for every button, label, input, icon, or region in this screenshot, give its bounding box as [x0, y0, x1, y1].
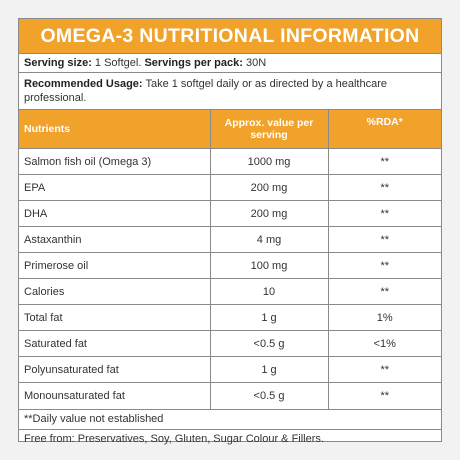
nutrient-name: Primerose oil — [19, 252, 210, 279]
serving-size-value: 1 Softgel. — [94, 57, 142, 69]
nutrient-name: Saturated fat — [19, 330, 210, 357]
table-row: Polyunsaturated fat 1 g ** — [19, 356, 441, 383]
nutrient-name: Astaxanthin — [19, 226, 210, 253]
nutrient-name: Calories — [19, 278, 210, 305]
usage-label: Recommended Usage: — [24, 78, 143, 90]
table-row: EPA 200 mg ** — [19, 174, 441, 201]
nutrient-rda: ** — [327, 356, 441, 383]
table-row: Astaxanthin 4 mg ** — [19, 226, 441, 253]
nutrient-amount: <0.5 g — [209, 330, 328, 357]
nutrient-name: Polyunsaturated fat — [19, 356, 210, 383]
nutrient-amount: 1000 mg — [209, 148, 328, 175]
nutrient-amount: 10 — [209, 278, 328, 305]
footnote: **Daily value not established — [19, 408, 441, 429]
nutrient-rda: ** — [327, 174, 441, 201]
serving-size-label: Serving size: — [24, 57, 92, 69]
servings-per-pack-label: Servings per pack: — [144, 57, 243, 69]
table-header-row: Nutrients Approx. value per serving %RDA… — [19, 109, 441, 149]
nutrient-amount: 1 g — [209, 304, 328, 331]
usage-text: Take 1 softgel daily or as directed by a… — [24, 78, 387, 104]
nutrient-name: Total fat — [19, 304, 210, 331]
table-row: Saturated fat <0.5 g <1% — [19, 330, 441, 357]
nutrients-table: Nutrients Approx. value per serving %RDA… — [19, 109, 441, 409]
nutrient-amount: 100 mg — [209, 252, 328, 279]
nutrient-rda: ** — [327, 148, 441, 175]
table-row: Monounsaturated fat <0.5 g ** — [19, 382, 441, 409]
servings-per-pack-value: 30N — [245, 57, 267, 69]
nutrient-rda: ** — [327, 382, 441, 409]
nutrient-name: Monounsaturated fat — [19, 382, 210, 409]
column-header-value: Approx. value per serving — [209, 109, 328, 149]
nutrient-name: Salmon fish oil (Omega 3) — [19, 148, 210, 175]
table-row: Primerose oil 100 mg ** — [19, 252, 441, 279]
nutrient-rda: 1% — [327, 304, 441, 331]
nutrient-rda: ** — [327, 226, 441, 253]
panel-title: OMEGA-3 NUTRITIONAL INFORMATION — [19, 19, 441, 53]
nutrient-name: EPA — [19, 174, 210, 201]
nutrient-amount: 200 mg — [209, 200, 328, 227]
nutrient-amount: <0.5 g — [209, 382, 328, 409]
table-row: Salmon fish oil (Omega 3) 1000 mg ** — [19, 148, 441, 175]
serving-info: Serving size: 1 Softgel. Servings per pa… — [19, 53, 441, 72]
column-header-rda: %RDA* — [327, 109, 441, 149]
nutrient-amount: 4 mg — [209, 226, 328, 253]
nutrient-rda: ** — [327, 252, 441, 279]
table-row: Total fat 1 g 1% — [19, 304, 441, 331]
table-row: Calories 10 ** — [19, 278, 441, 305]
nutrient-rda: ** — [327, 278, 441, 305]
nutrition-panel: OMEGA-3 NUTRITIONAL INFORMATION Serving … — [18, 18, 442, 445]
table-row: DHA 200 mg ** — [19, 200, 441, 227]
nutrient-amount: 1 g — [209, 356, 328, 383]
nutrient-amount: 200 mg — [209, 174, 328, 201]
nutrient-name: DHA — [19, 200, 210, 227]
recommended-usage: Recommended Usage: Take 1 softgel daily … — [19, 72, 441, 109]
nutrient-rda: ** — [327, 200, 441, 227]
nutrient-rda: <1% — [327, 330, 441, 357]
free-from-note: Free from: Preservatives, Soy, Gluten, S… — [19, 428, 441, 450]
column-header-nutrients: Nutrients — [19, 109, 210, 149]
